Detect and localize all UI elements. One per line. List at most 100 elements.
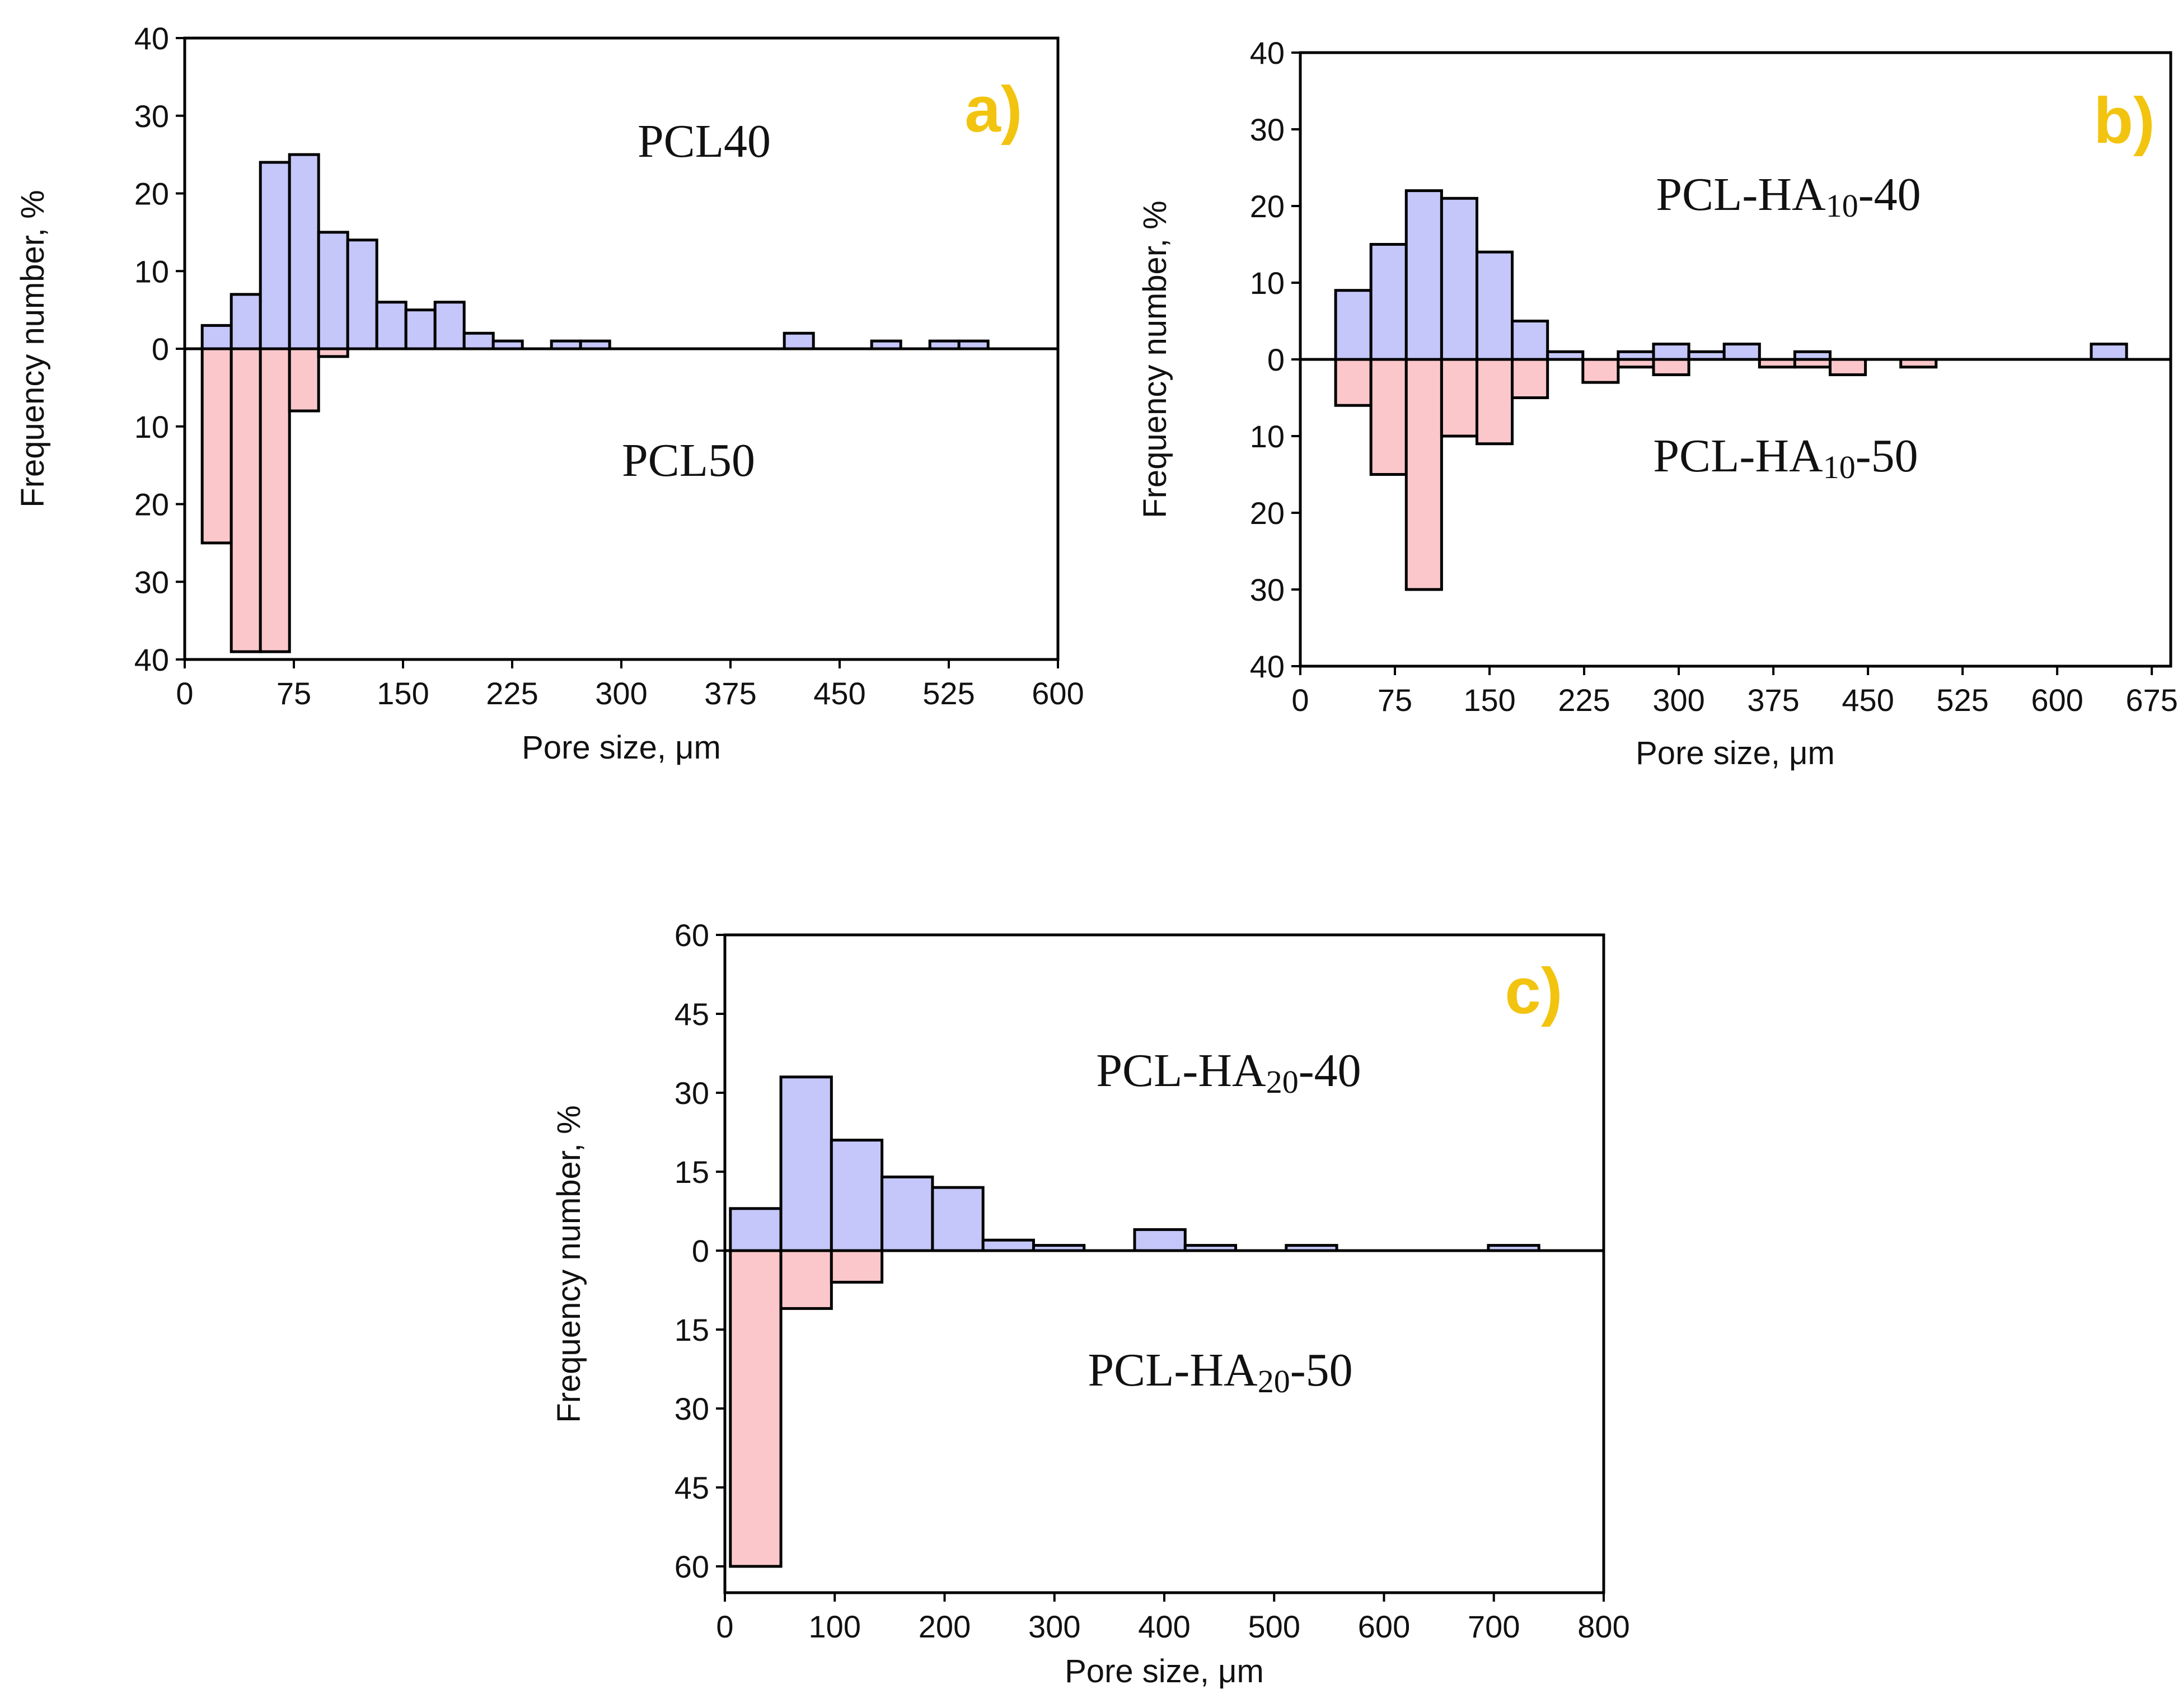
y-tick-label: 40 xyxy=(1250,649,1285,684)
series-label-lower-part: -50 xyxy=(1290,1344,1353,1396)
y-tick-label: 30 xyxy=(1250,112,1285,147)
panel-letter: c) xyxy=(1505,954,1562,1027)
x-tick-label: 500 xyxy=(1248,1609,1300,1644)
bar-upper xyxy=(1133,1228,1187,1252)
series-label-upper-part: 10 xyxy=(1826,188,1858,224)
x-tick-label: 400 xyxy=(1138,1609,1190,1644)
bar-lower xyxy=(200,347,233,545)
y-tick-label: 10 xyxy=(1250,265,1285,301)
series-label-lower-part: 20 xyxy=(1258,1363,1290,1400)
y-tick-label: 60 xyxy=(675,1549,709,1584)
bar-lower xyxy=(229,347,262,653)
y-tick-label: 0 xyxy=(1267,342,1285,377)
x-tick-label: 675 xyxy=(2125,682,2177,718)
bar-upper xyxy=(346,238,378,350)
x-tick-label: 800 xyxy=(1577,1609,1629,1644)
bar-lower xyxy=(729,1249,783,1568)
bar-upper xyxy=(779,1075,833,1252)
bar-upper xyxy=(1440,196,1479,361)
x-tick-label: 700 xyxy=(1468,1609,1520,1644)
bar-upper xyxy=(729,1207,783,1252)
bar-upper xyxy=(200,324,233,350)
x-tick-label: 300 xyxy=(1652,682,1704,718)
x-tick-label: 300 xyxy=(595,676,647,711)
y-tick-label: 30 xyxy=(134,99,169,134)
x-axis-title: Pore size, μm xyxy=(1065,1653,1264,1690)
series-label-upper-part: PCL-HA xyxy=(1656,169,1826,221)
y-tick-label: 20 xyxy=(1250,189,1285,224)
x-tick-label: 75 xyxy=(1378,682,1412,718)
x-tick-label: 375 xyxy=(704,676,756,711)
x-tick-label: 525 xyxy=(1936,682,1988,718)
y-tick-label: 0 xyxy=(152,331,169,367)
bar-upper xyxy=(375,301,408,350)
x-tick-label: 600 xyxy=(1358,1609,1410,1644)
series-label-lower-part: PCL50 xyxy=(622,434,755,486)
x-tick-label: 225 xyxy=(1558,682,1610,718)
bar-upper xyxy=(1511,320,1549,361)
x-tick-label: 600 xyxy=(2031,682,2083,718)
y-tick-label: 30 xyxy=(134,564,169,600)
bar-upper xyxy=(462,331,495,350)
x-tick-label: 0 xyxy=(716,1609,733,1644)
bar-upper xyxy=(433,301,466,350)
y-tick-label: 45 xyxy=(675,1470,709,1505)
x-tick-label: 525 xyxy=(922,676,975,711)
bar-upper xyxy=(1722,343,1761,361)
x-tick-label: 300 xyxy=(1028,1609,1080,1644)
series-label-upper-part: -40 xyxy=(1299,1045,1361,1097)
bar-lower xyxy=(259,347,291,653)
bar-lower xyxy=(1829,358,1867,376)
bar-upper xyxy=(1476,250,1514,361)
bar-upper xyxy=(259,161,291,350)
bar-upper xyxy=(229,293,262,350)
bar-lower xyxy=(1511,358,1549,399)
x-tick-label: 0 xyxy=(1291,682,1309,718)
y-axis-title: Frequency number, % xyxy=(15,190,51,507)
y-axis-title: Frequency number, % xyxy=(1137,200,1173,518)
chart-panel-a: 0 75 150 225 300 375 450 525 600 40 30 20 10 0 10 20 30 4… xyxy=(15,21,1084,766)
y-tick-label: 15 xyxy=(675,1312,709,1347)
bar-upper xyxy=(1334,289,1373,361)
bar-upper xyxy=(1369,243,1408,361)
series-label-upper-part: -40 xyxy=(1858,169,1921,221)
bar-upper xyxy=(288,153,320,350)
x-tick-label: 200 xyxy=(919,1609,971,1644)
bar-upper xyxy=(1652,343,1690,361)
y-tick-label: 10 xyxy=(134,409,169,444)
series-label-upper-part: 20 xyxy=(1266,1064,1299,1100)
x-tick-label: 150 xyxy=(1463,682,1515,718)
y-tick-label: 40 xyxy=(134,642,169,677)
y-tick-label: 20 xyxy=(1250,495,1285,531)
panel-letter: b) xyxy=(2093,84,2155,157)
bar-upper xyxy=(783,331,815,350)
x-tick-label: 0 xyxy=(176,676,193,711)
y-tick-label: 10 xyxy=(1250,419,1285,454)
x-axis-title: Pore size, μm xyxy=(1636,735,1835,771)
y-tick-label: 30 xyxy=(1250,572,1285,607)
bar-upper xyxy=(981,1238,1035,1252)
panel-letter: a) xyxy=(964,73,1022,146)
x-tick-label: 150 xyxy=(377,676,429,711)
x-tick-label: 450 xyxy=(813,676,865,711)
bar-upper xyxy=(880,1175,934,1252)
series-label-upper: PCL-HA10-40 xyxy=(1656,169,1921,224)
x-tick-label: 375 xyxy=(1747,682,1799,718)
x-axis-title: Pore size, μm xyxy=(522,729,721,766)
bar-lower xyxy=(1334,358,1373,407)
bar-lower xyxy=(1404,358,1443,591)
x-tick-label: 450 xyxy=(1842,682,1894,718)
y-tick-label: 30 xyxy=(675,1075,709,1111)
bar-lower xyxy=(830,1249,884,1284)
bar-upper xyxy=(931,1186,985,1252)
series-label-upper-part: PCL40 xyxy=(638,115,771,167)
bar-lower xyxy=(1476,358,1514,446)
series-label-lower: PCL50 xyxy=(622,434,755,486)
y-tick-label: 60 xyxy=(675,918,709,953)
y-tick-label: 40 xyxy=(1250,35,1285,71)
series-label-upper: PCL-HA20-40 xyxy=(1096,1045,1361,1100)
chart-panel-c: 0 100 200 300 400 500 600 700 800 60 45 30 15 0 15 30 45… xyxy=(551,918,1630,1690)
bar-lower xyxy=(288,347,320,413)
series-label-upper: PCL40 xyxy=(638,115,771,167)
x-tick-label: 75 xyxy=(277,676,311,711)
